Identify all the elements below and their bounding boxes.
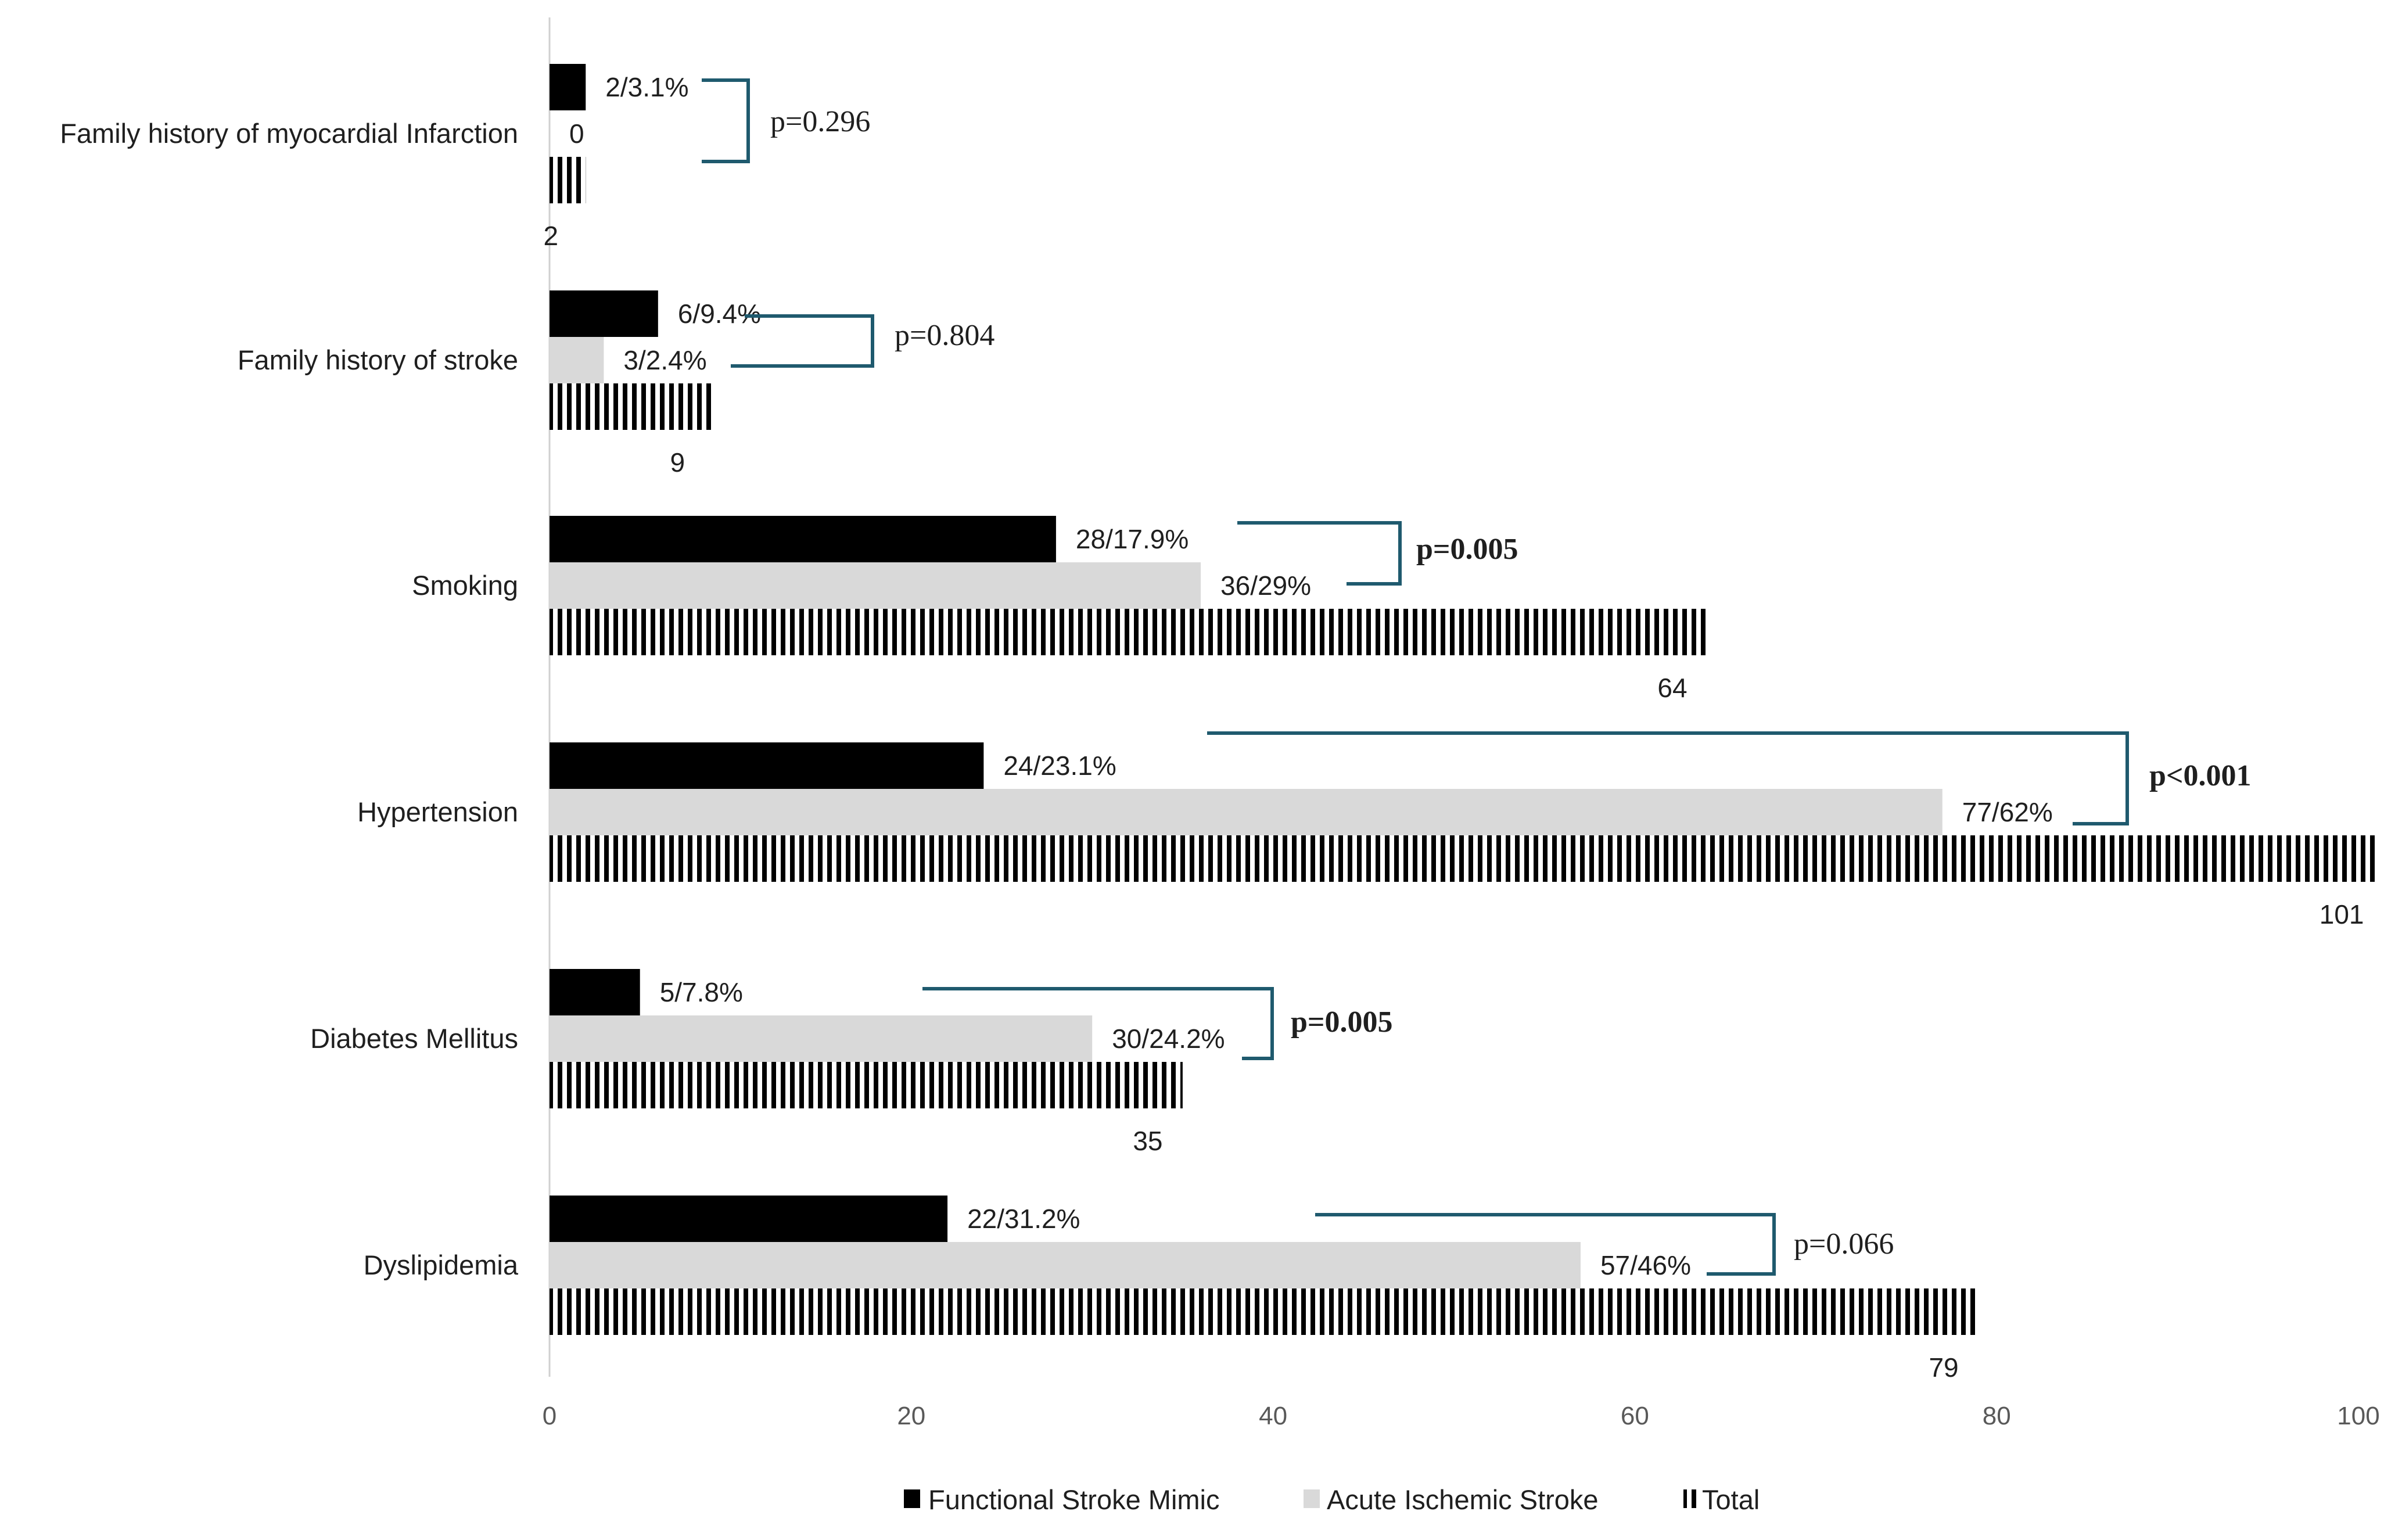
category-label: Diabetes Mellitus (310, 1023, 518, 1054)
p-value-label: p=0.804 (895, 319, 994, 352)
significance-bracket (731, 314, 874, 368)
x-tick-label: 100 (2337, 1402, 2379, 1430)
significance-bracket (1207, 731, 2129, 825)
category-label: Dyslipidemia (364, 1250, 519, 1280)
bar-total (550, 1288, 1979, 1335)
x-tick-label: 40 (1259, 1402, 1287, 1430)
bar-total (550, 157, 586, 203)
significance-bracket (702, 78, 750, 163)
bar-total (550, 609, 1707, 655)
data-label: 35 (1133, 1126, 1162, 1156)
significance-bracket (1315, 1213, 1776, 1276)
bar-acute-ischemic-stroke (550, 337, 604, 383)
bar-functional-stroke-mimic (550, 969, 640, 1015)
data-label: 77/62% (1962, 797, 2053, 827)
data-label: 36/29% (1220, 570, 1311, 601)
data-label: 64 (1657, 673, 1687, 703)
legend-label: Functional Stroke Mimic (928, 1484, 1220, 1515)
category-label: Family history of myocardial Infarction (60, 118, 518, 149)
bar-functional-stroke-mimic (550, 742, 984, 789)
bar-total (550, 1062, 1183, 1108)
data-label: 30/24.2% (1112, 1024, 1225, 1054)
bar-acute-ischemic-stroke (550, 789, 1943, 835)
bars-layer (550, 64, 2377, 1335)
bar-functional-stroke-mimic (550, 290, 658, 337)
legend: Functional Stroke Mimic Acute Ischemic St… (904, 1484, 1760, 1515)
data-label: 3/2.4% (623, 345, 706, 375)
p-value-label: p=0.296 (770, 105, 870, 138)
bar-acute-ischemic-stroke (550, 562, 1201, 609)
bar-functional-stroke-mimic (550, 64, 586, 110)
significance-bracket (922, 987, 1274, 1060)
x-tick-label: 80 (1983, 1402, 2011, 1430)
data-label: 6/9.4% (678, 299, 761, 329)
p-value-label: p=0.066 (1794, 1227, 1894, 1261)
x-tick-label: 20 (897, 1402, 925, 1430)
x-tick-label: 60 (1621, 1402, 1649, 1430)
bar-total (550, 383, 713, 430)
legend-label: Acute Ischemic Stroke (1327, 1484, 1599, 1515)
bar-functional-stroke-mimic (550, 1196, 948, 1242)
x-tick-label: 0 (543, 1402, 556, 1430)
bar-acute-ischemic-stroke (550, 1015, 1093, 1062)
data-label: 101 (2320, 899, 2364, 929)
p-value-label: p=0.005 (1291, 1006, 1393, 1039)
legend-swatch (1304, 1489, 1320, 1508)
significance-bracket (1237, 521, 1402, 586)
bar-acute-ischemic-stroke (550, 1242, 1581, 1288)
p-value-label: p=0.005 (1416, 533, 1518, 566)
legend-swatch (1683, 1489, 1700, 1508)
data-label: 0 (569, 119, 584, 149)
p-value-label: p<0.001 (2149, 759, 2252, 792)
data-label: 2 (543, 221, 558, 251)
data-label: 2/3.1% (605, 72, 688, 102)
bar-total (550, 835, 2377, 882)
category-label: Family history of stroke (238, 344, 518, 375)
data-label: 28/17.9% (1076, 524, 1189, 554)
data-label: 9 (670, 447, 685, 478)
data-label: 22/31.2% (967, 1204, 1080, 1234)
data-label: 24/23.1% (1003, 751, 1116, 781)
category-label: Hypertension (357, 796, 518, 827)
data-label: 79 (1929, 1352, 1958, 1383)
bar-functional-stroke-mimic (550, 516, 1056, 562)
data-label: 57/46% (1600, 1250, 1691, 1280)
data-label: 5/7.8% (660, 977, 743, 1007)
legend-label: Total (1702, 1484, 1760, 1515)
legend-swatch (904, 1489, 920, 1508)
labels-layer: 2/3.1% 0 2 6/9.4% 3/2.4% 9 28/17.9% 36/29% 64 24/… (543, 72, 2364, 1383)
category-label: Smoking (412, 570, 518, 601)
